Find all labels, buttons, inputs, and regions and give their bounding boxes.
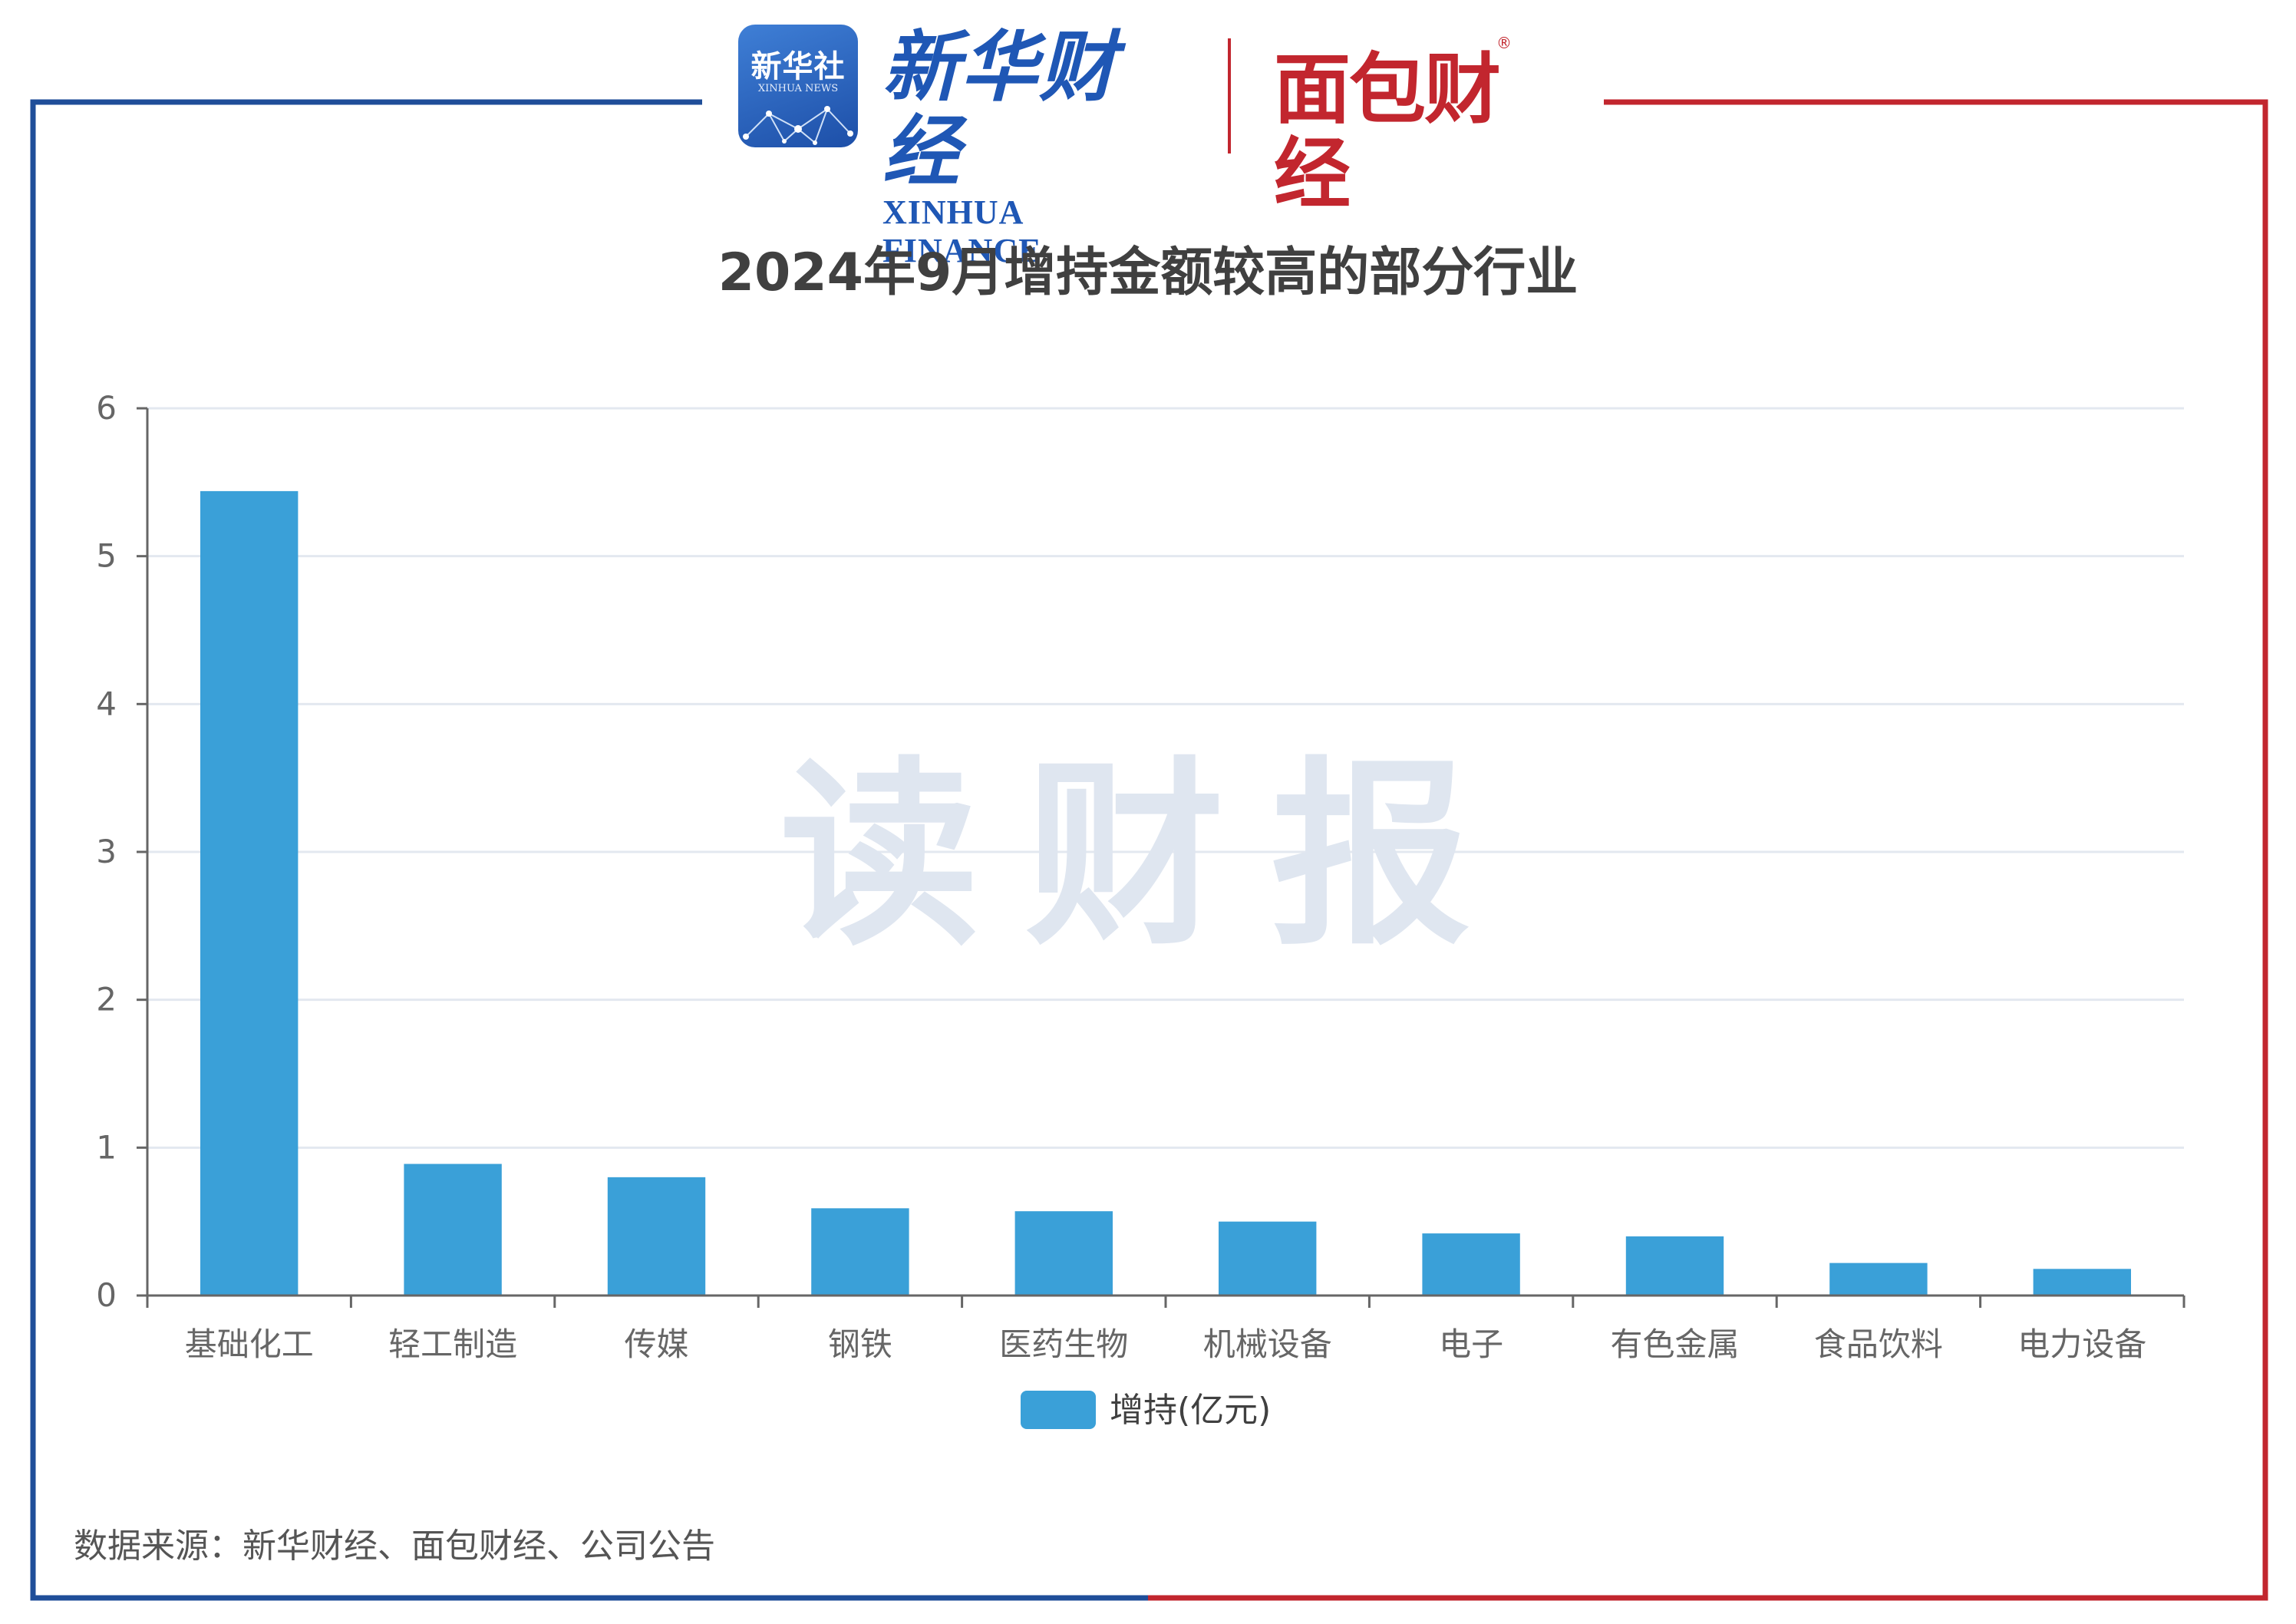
bar-8 xyxy=(1625,1236,1724,1296)
network-icon xyxy=(743,106,853,145)
mianbao-finance-logo: 面包财经 xyxy=(1274,45,1501,219)
x-tick-label: 有色金属 xyxy=(1610,1325,1739,1363)
bar-4 xyxy=(811,1208,909,1296)
y-tick-label: 2 xyxy=(96,981,117,1018)
x-tick-label: 食品饮料 xyxy=(1814,1325,1943,1363)
xinhua-finance-logo: 新华财经 XINHUA FINANCE xyxy=(882,25,1174,270)
bar-1 xyxy=(200,490,299,1296)
x-tick-label: 基础化工 xyxy=(185,1325,314,1363)
chart-title: 2024年9月增持金额较高的部分行业 xyxy=(718,243,1578,303)
y-tick-label: 3 xyxy=(96,833,117,870)
logo-divider xyxy=(1228,38,1231,153)
legend-swatch xyxy=(1021,1391,1096,1429)
x-tick-label: 轻工制造 xyxy=(388,1325,517,1363)
x-tick-label: 医药生物 xyxy=(999,1325,1128,1363)
y-tick-label: 4 xyxy=(96,685,117,722)
x-tick-label: 机械设备 xyxy=(1203,1325,1332,1363)
logo-bar: 新华社 XINHUA NEWS 新华财经 XINHUA FINANCE 面包财经… xyxy=(729,15,1573,269)
xinhua-news-logo: 新华社 XINHUA NEWS xyxy=(738,25,858,147)
bar-7 xyxy=(1422,1233,1520,1296)
bar-3 xyxy=(607,1177,706,1296)
axes: 0 1 2 3 4 5 6 基础化工 轻工制造 传媒 钢铁 医药生物 机械设备 电子 有色金属 食品饮料 电力设… xyxy=(96,389,2185,1363)
grid-lines xyxy=(147,407,2184,1149)
xinhua-finance-cn: 新华财经 xyxy=(882,21,1117,196)
bar-2 xyxy=(404,1164,502,1296)
xinhua-finance-en: XINHUA FINANCE xyxy=(882,193,1042,269)
x-tick-label: 钢铁 xyxy=(828,1325,892,1363)
frame-left-border xyxy=(30,99,1148,1601)
xinhua-badge-en: XINHUA NEWS xyxy=(757,83,839,94)
x-tick-label: 电力设备 xyxy=(2017,1325,2146,1363)
legend: 增持(亿元) xyxy=(1021,1391,1271,1430)
x-tick-label: 电子 xyxy=(1439,1325,1503,1363)
y-tick-label: 1 xyxy=(96,1128,117,1166)
bar-9 xyxy=(1829,1263,1928,1296)
y-tick-label: 6 xyxy=(96,389,117,427)
y-tick-label: 0 xyxy=(96,1276,117,1314)
bar-6 xyxy=(1219,1221,1317,1296)
bars xyxy=(200,490,2131,1296)
bar-10 xyxy=(2033,1269,2131,1296)
source-note: 数据来源：新华财经、面包财经、公司公告 xyxy=(74,1527,715,1566)
xinhua-badge-cn: 新华社 xyxy=(750,49,846,84)
bar-5 xyxy=(1014,1211,1113,1296)
y-tick-label: 5 xyxy=(96,537,117,575)
frame-right-border xyxy=(1148,99,2268,1601)
registered-mark: ® xyxy=(1496,34,1512,52)
legend-label: 增持(亿元) xyxy=(1110,1391,1271,1430)
x-tick-label: 传媒 xyxy=(624,1325,688,1363)
watermark: 读财报 xyxy=(780,741,1516,972)
